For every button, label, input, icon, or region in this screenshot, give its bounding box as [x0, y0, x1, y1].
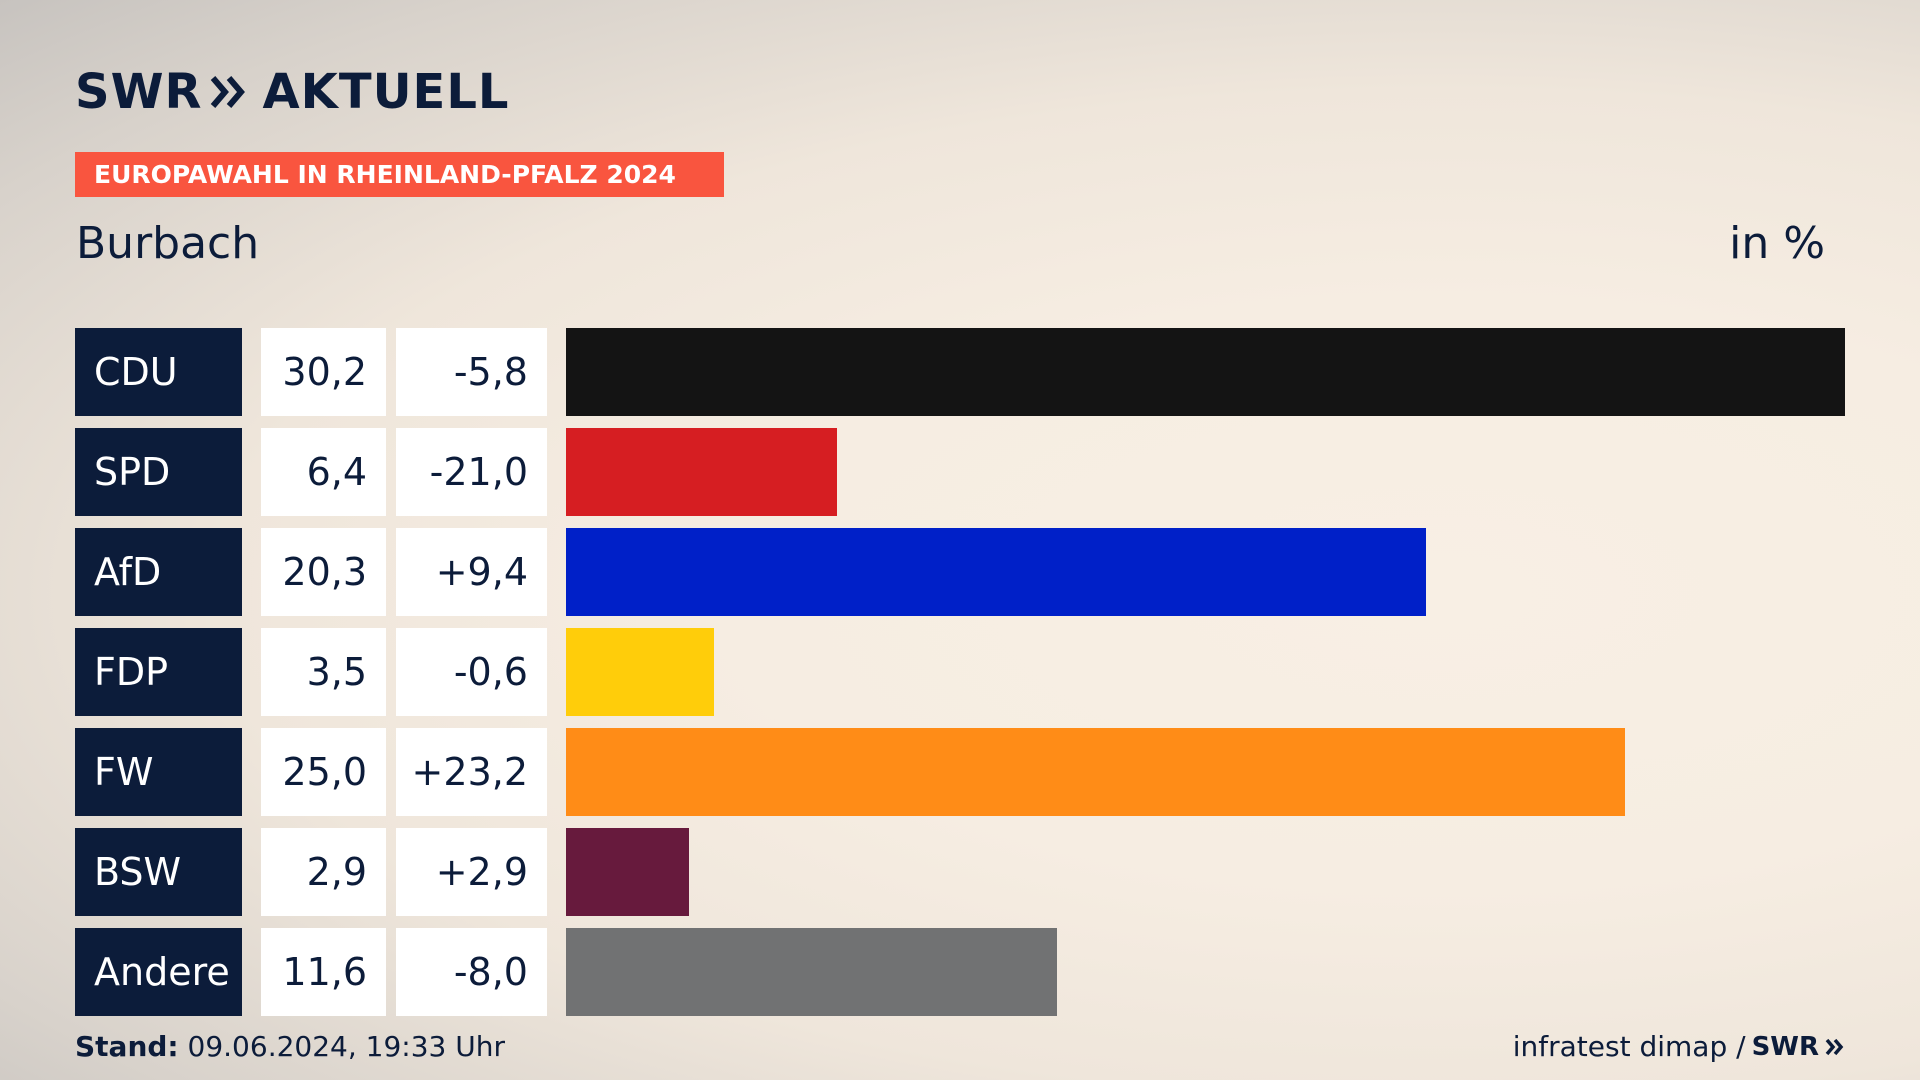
double-chevron-icon: [211, 76, 246, 108]
result-row: AfD 20,3 +9,4: [75, 528, 1845, 616]
party-label: AfD: [75, 528, 242, 616]
result-bar: [566, 628, 714, 716]
result-row: FW 25,0 +23,2: [75, 728, 1845, 816]
result-bar: [566, 428, 837, 516]
source-text: infratest dimap /: [1512, 1030, 1746, 1063]
change-value: +23,2: [396, 728, 547, 816]
change-value: -0,6: [396, 628, 547, 716]
place-title: Burbach: [76, 218, 260, 269]
results-chart: CDU 30,2 -5,8 SPD 6,4 -21,0 AfD 20,3 +9,4 FDP 3,5-…: [75, 328, 1845, 1016]
result-row: CDU 30,2 -5,8: [75, 328, 1845, 416]
election-banner: EUROPAWAHL IN RHEINLAND-PFALZ 2024: [75, 152, 724, 197]
source-logo-text: SWR: [1751, 1031, 1819, 1062]
result-bar: [566, 928, 1057, 1016]
party-label: CDU: [75, 328, 242, 416]
result-bar: [566, 528, 1426, 616]
logo-swr-text: SWR: [75, 64, 203, 120]
vote-share-value: 25,0: [261, 728, 386, 816]
party-label: FW: [75, 728, 242, 816]
timestamp: Stand: 09.06.2024, 19:33 Uhr: [75, 1030, 505, 1063]
result-bar: [566, 328, 1845, 416]
change-value: +2,9: [396, 828, 547, 916]
party-label: Andere: [75, 928, 242, 1016]
vote-share-value: 6,4: [261, 428, 386, 516]
source-credit: infratest dimap / SWR: [1513, 1030, 1845, 1063]
party-label: BSW: [75, 828, 242, 916]
swr-aktuell-logo: SWR AKTUELL: [75, 64, 510, 120]
vote-share-value: 20,3: [261, 528, 386, 616]
change-value: -21,0: [396, 428, 547, 516]
result-bar: [566, 728, 1625, 816]
result-bar: [566, 828, 689, 916]
change-value: -8,0: [396, 928, 547, 1016]
party-label: SPD: [75, 428, 242, 516]
result-row: SPD 6,4 -21,0: [75, 428, 1845, 516]
vote-share-value: 30,2: [261, 328, 386, 416]
timestamp-value: 09.06.2024, 19:33 Uhr: [187, 1030, 505, 1063]
result-row: BSW 2,9 +2,9: [75, 828, 1845, 916]
logo-aktuell-text: AKTUELL: [262, 64, 510, 120]
party-label: FDP: [75, 628, 242, 716]
vote-share-value: 3,5: [261, 628, 386, 716]
vote-share-value: 11,6: [261, 928, 386, 1016]
timestamp-label: Stand:: [75, 1030, 179, 1063]
result-row: Andere 11,6 -8,0: [75, 928, 1845, 1016]
double-chevron-icon: [1825, 1038, 1844, 1055]
change-value: -5,8: [396, 328, 547, 416]
result-row: FDP 3,5 -0,6: [75, 628, 1845, 716]
unit-label: in %: [1729, 218, 1825, 269]
vote-share-value: 2,9: [261, 828, 386, 916]
change-value: +9,4: [396, 528, 547, 616]
